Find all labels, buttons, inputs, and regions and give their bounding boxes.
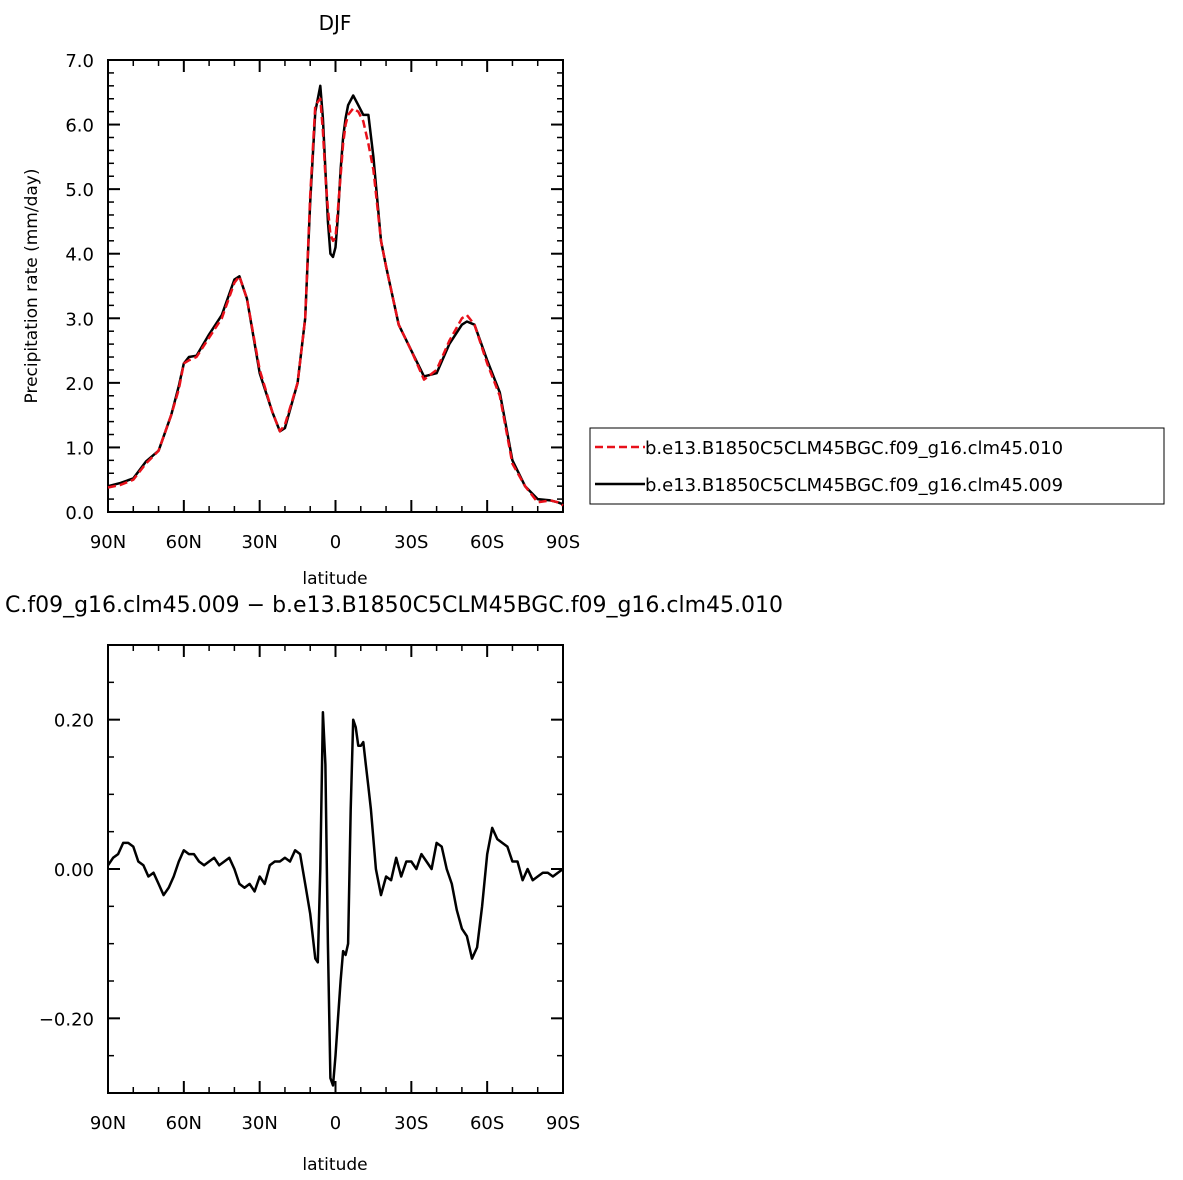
- chart-bottom-x-tick-label: 30N: [241, 1113, 277, 1134]
- chart-bottom-y-tick-label: 0.00: [54, 860, 94, 881]
- chart-top-x-tick-label: 60N: [166, 532, 202, 553]
- chart-top-ticks: [107, 59, 564, 513]
- chart-bottom-title: C.f09_g16.clm45.009 − b.e13.B1850C5CLM45…: [5, 593, 783, 618]
- chart-top-x-tick-labels: 90N 60N 30N 0 30S 60S 90S: [90, 532, 580, 553]
- chart-top-y-tick-label: 6.0: [65, 116, 94, 137]
- chart-top-y-tick-label: 1.0: [65, 438, 94, 459]
- chart-top-y-tick-labels: 0.0 1.0 2.0 3.0 4.0 5.0 6.0 7.0: [65, 51, 94, 524]
- chart-bottom-series: [106, 710, 564, 1087]
- chart-bottom-x-tick-label: 60N: [166, 1113, 202, 1134]
- chart-bottom-y-tick-labels: −0.20 0.00 0.20: [39, 711, 94, 1031]
- chart-bottom-x-tick-label: 0: [330, 1113, 341, 1134]
- chart-top-y-tick-label: 7.0: [65, 51, 94, 72]
- chart-top-title: DJF: [319, 11, 352, 35]
- chart-top-series: [107, 84, 564, 507]
- chart-top-y-tick-label: 4.0: [65, 245, 94, 266]
- chart-top-y-tick-label: 3.0: [65, 309, 94, 330]
- chart-bottom-x-tick-label: 90N: [90, 1113, 126, 1134]
- chart-top-y-tick-label: 0.0: [65, 503, 94, 524]
- chart-top-x-tick-label: 90N: [90, 532, 126, 553]
- chart-bottom: C.f09_g16.clm45.009 − b.e13.B1850C5CLM45…: [5, 593, 783, 1175]
- legend-label-series-2: b.e13.B1850C5CLM45BGC.f09_g16.clm45.009: [645, 475, 1063, 496]
- chart-top-y-tick-label: 5.0: [65, 180, 94, 201]
- legend-label-series-1: b.e13.B1850C5CLM45BGC.f09_g16.clm45.010: [645, 438, 1063, 459]
- chart-bottom-x-tick-label: 60S: [470, 1113, 504, 1134]
- chart-top-y-axis-label: Precipitation rate (mm/day): [22, 169, 42, 404]
- chart-top-x-tick-label: 30N: [241, 532, 277, 553]
- chart-bottom-x-tick-label: 30S: [394, 1113, 428, 1134]
- chart-bottom-x-tick-labels: 90N 60N 30N 0 30S 60S 90S: [90, 1113, 580, 1134]
- chart-top-series-line-1: [107, 97, 564, 507]
- chart-top-plot-frame: [107, 59, 564, 513]
- chart-top-legend: b.e13.B1850C5CLM45BGC.f09_g16.clm45.010 …: [589, 427, 1165, 505]
- chart-top-x-tick-label: 0: [330, 532, 341, 553]
- chart-top-y-tick-label: 2.0: [65, 374, 94, 395]
- chart-bottom-series-line-1: [106, 710, 564, 1087]
- chart-bottom-ticks: [107, 645, 564, 1093]
- chart-bottom-y-tick-label: 0.20: [54, 711, 94, 732]
- chart-bottom-x-axis-label: latitude: [302, 1155, 367, 1175]
- legend-frame: [589, 427, 1165, 505]
- chart-top-series-line-2: [107, 84, 564, 506]
- chart-top-x-tick-label: 30S: [394, 532, 428, 553]
- chart-top-x-axis-label: latitude: [302, 569, 367, 589]
- chart-bottom-y-tick-label: −0.20: [39, 1009, 94, 1030]
- chart-top-x-tick-label: 90S: [546, 532, 580, 553]
- chart-top: DJF 90N 60N 30N 0 30S 60S 90S 0.0 1.0 2.0 3.0 4.0 5…: [22, 11, 580, 589]
- chart-top-x-tick-label: 60S: [470, 532, 504, 553]
- chart-bottom-x-tick-label: 90S: [546, 1113, 580, 1134]
